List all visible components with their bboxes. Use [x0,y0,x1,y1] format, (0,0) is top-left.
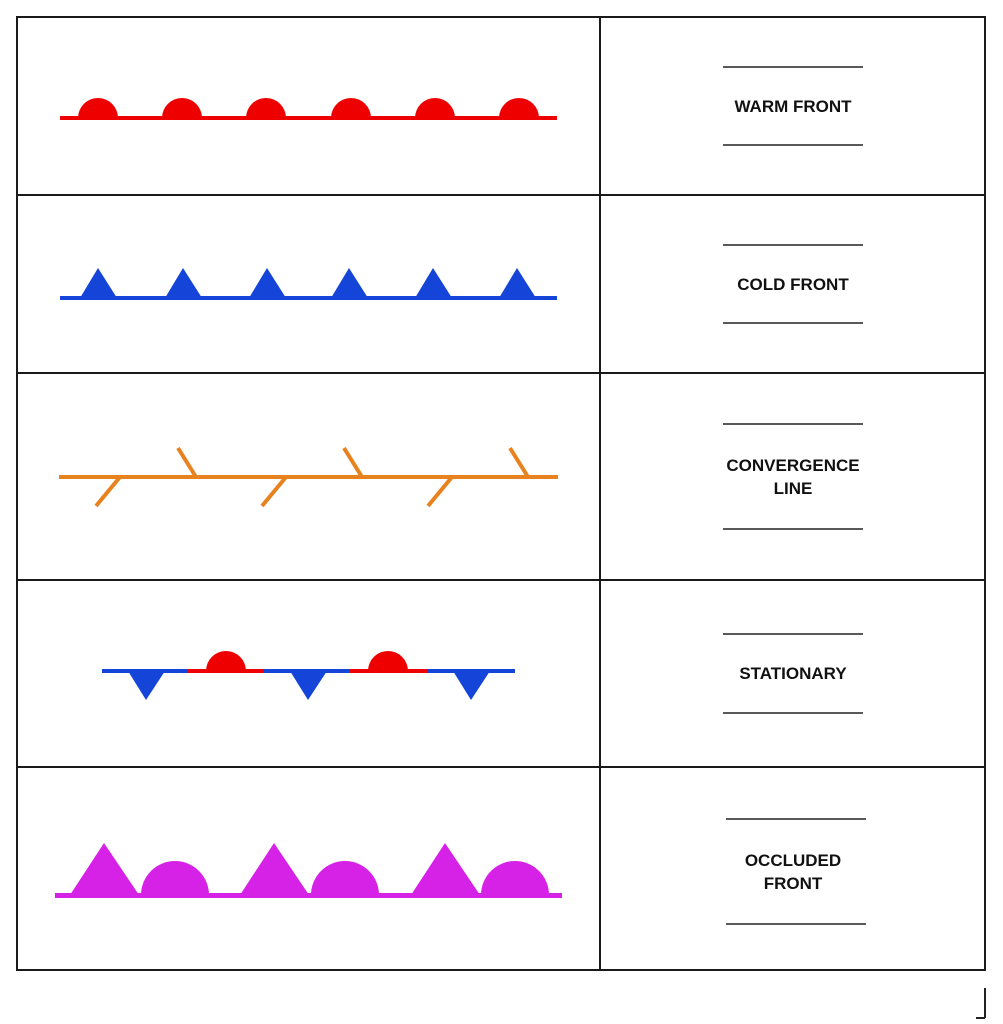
stationary-front-symbol [102,651,515,700]
label-rules [723,66,866,925]
table-grid [16,16,986,971]
label-cold-front: COLD FRONT [737,274,849,294]
corner-mark [976,988,986,1019]
label-convergence-line: CONVERGENCE LINE [726,455,860,498]
label-occluded-front: OCCLUDED FRONT [744,850,842,893]
cold-front-symbol [60,268,557,300]
convergence-line-symbol [59,446,558,508]
warm-front-symbol [60,98,557,120]
label-warm-front: WARM FRONT [734,96,852,116]
label-stationary: STATIONARY [739,664,847,683]
occluded-front-symbol [55,843,562,898]
